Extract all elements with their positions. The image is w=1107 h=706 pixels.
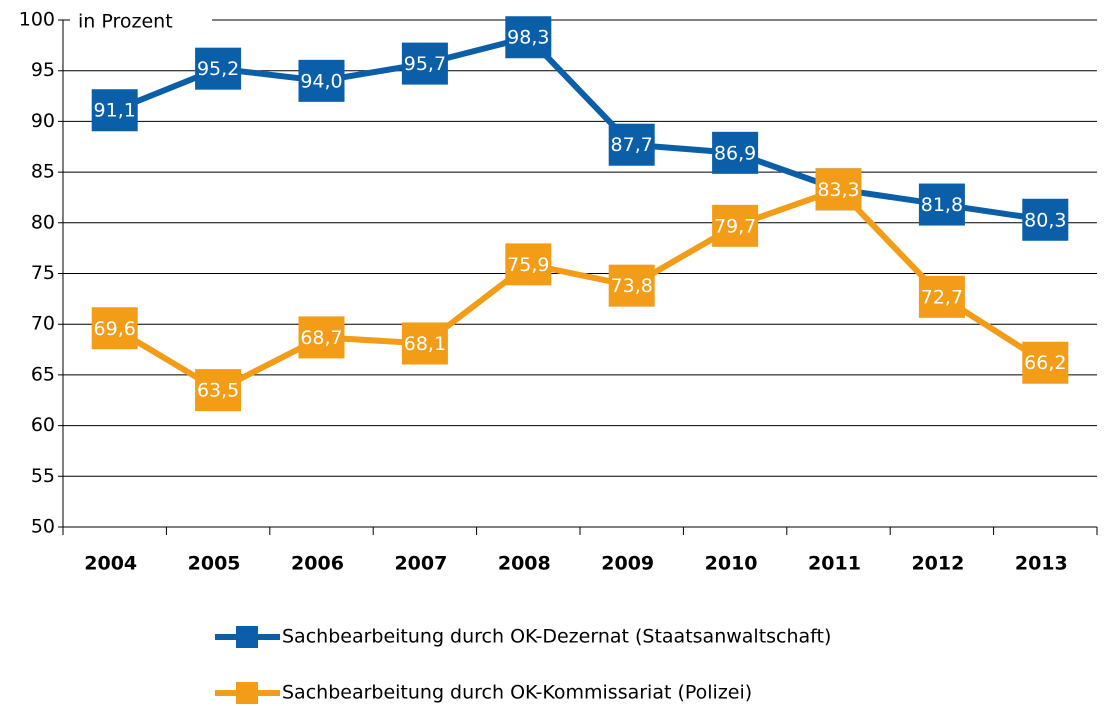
marker (91, 89, 138, 132)
data-label: 94,0 (300, 70, 342, 92)
x-tick-label: 2008 (498, 553, 551, 575)
marker (401, 42, 448, 85)
y-tick-label: 95 (31, 59, 55, 81)
y-tick-label: 75 (31, 262, 55, 284)
x-tick-label: 2007 (394, 553, 447, 575)
legend-marker (236, 682, 258, 704)
y-tick-label: 60 (31, 414, 55, 436)
marker (298, 316, 345, 359)
series-line (113, 33, 1046, 223)
marker (815, 168, 862, 211)
marker (91, 307, 138, 350)
marker (608, 264, 655, 307)
y-axis-label: in Prozent (78, 11, 173, 33)
y-tick-label: 80 (31, 211, 55, 233)
y-tick-label: 65 (31, 363, 55, 385)
x-tick-label: 2013 (1015, 553, 1068, 575)
x-tick-label: 2011 (808, 553, 861, 575)
legend-label: Sachbearbeitung durch OK-Kommissariat (P… (282, 682, 752, 704)
y-tick-label: 85 (31, 161, 55, 183)
marker (1022, 198, 1069, 241)
data-label: 81,8 (921, 194, 963, 216)
x-tick-label: 2009 (601, 553, 654, 575)
marker (195, 47, 242, 90)
marker (505, 16, 552, 59)
data-label: 83,3 (817, 179, 859, 201)
marker (712, 131, 759, 174)
marker (608, 123, 655, 166)
marker (298, 59, 345, 102)
data-label: 95,2 (197, 58, 239, 80)
y-tick-label: 100 (19, 9, 55, 31)
x-tick-label: 2005 (188, 553, 241, 575)
data-label: 98,3 (507, 27, 549, 49)
x-tick-label: 2012 (911, 553, 964, 575)
legend-label: Sachbearbeitung durch OK-Dezernat (Staat… (282, 626, 831, 648)
data-label: 63,5 (197, 380, 239, 402)
y-tick-label: 70 (31, 313, 55, 335)
marker (712, 204, 759, 247)
marker (918, 183, 965, 226)
ylabel-bg (70, 6, 212, 36)
marker (195, 369, 242, 412)
data-label: 75,9 (507, 254, 549, 276)
data-label: 73,8 (611, 275, 653, 297)
data-label: 66,2 (1024, 352, 1066, 374)
y-tick-label: 55 (31, 465, 55, 487)
marker (401, 322, 448, 365)
data-label: 68,7 (300, 327, 342, 349)
x-tick-label: 2004 (84, 553, 137, 575)
marker (505, 243, 552, 286)
data-label: 68,1 (404, 333, 446, 355)
data-label: 80,3 (1024, 209, 1066, 231)
data-label: 87,7 (611, 134, 653, 156)
x-tick-label: 2010 (705, 553, 758, 575)
data-label: 91,1 (94, 100, 136, 122)
marker (1022, 341, 1069, 384)
data-label: 79,7 (714, 215, 756, 237)
y-tick-label: 90 (31, 110, 55, 132)
data-label: 69,6 (94, 318, 136, 340)
legend-marker (236, 626, 258, 648)
y-tick-label: 50 (31, 516, 55, 538)
data-label: 86,9 (714, 142, 756, 164)
marker (918, 275, 965, 318)
data-label: 95,7 (404, 53, 446, 75)
x-tick-label: 2006 (291, 553, 344, 575)
data-label: 72,7 (921, 286, 963, 308)
series-line (113, 185, 1047, 394)
